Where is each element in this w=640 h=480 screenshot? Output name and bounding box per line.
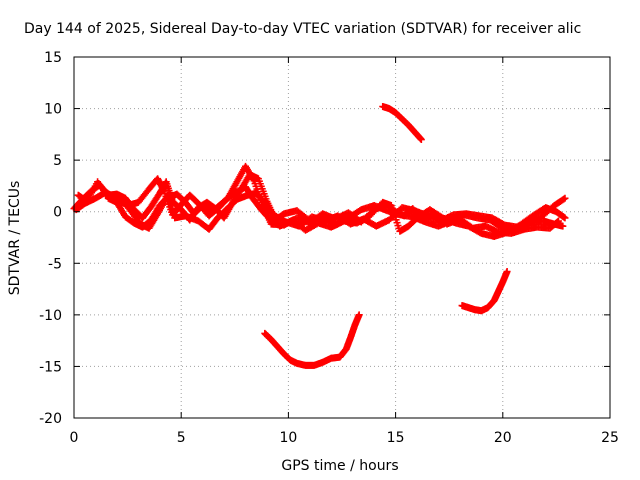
- y-tick-label: -20: [39, 411, 62, 427]
- y-axis-label: SDTVAR / TECUs: [7, 181, 23, 296]
- y-tick-label: -10: [39, 308, 62, 324]
- data-point: [503, 268, 511, 276]
- y-axis-ticks: -20 -15 -10 -5 0 5 10 15: [39, 50, 610, 427]
- x-tick-label: 5: [177, 430, 186, 446]
- y-tick-label: -15: [39, 359, 62, 375]
- plot-frame: [73, 56, 611, 419]
- grid-lines: [74, 57, 610, 418]
- y-tick-label: 0: [53, 205, 62, 221]
- data-point: [560, 195, 568, 203]
- x-tick-label: 0: [70, 430, 79, 446]
- x-tick-label: 20: [494, 430, 512, 446]
- series-band-d: [104, 189, 567, 233]
- data-point: [561, 214, 569, 222]
- data-points: [70, 103, 569, 369]
- x-tick-label: 15: [387, 430, 405, 446]
- data-point: [561, 194, 569, 202]
- y-tick-label: -5: [48, 256, 62, 272]
- series-arc-top: [379, 103, 425, 144]
- x-axis-ticks: 0 5 10 15 20 25: [70, 57, 619, 446]
- chart-title: Day 144 of 2025, Sidereal Day-to-day VTE…: [24, 21, 581, 37]
- data-point: [355, 311, 363, 319]
- data-point: [559, 222, 567, 230]
- data-point: [417, 136, 425, 144]
- series-arc-right: [458, 268, 511, 315]
- y-tick-label: 10: [44, 102, 62, 118]
- x-axis-label: GPS time / hours: [281, 458, 398, 474]
- series-arc-bottom: [261, 311, 363, 369]
- x-tick-label: 25: [601, 430, 619, 446]
- y-tick-label: 5: [53, 153, 62, 169]
- y-tick-label: 15: [44, 50, 62, 66]
- x-tick-label: 10: [279, 430, 297, 446]
